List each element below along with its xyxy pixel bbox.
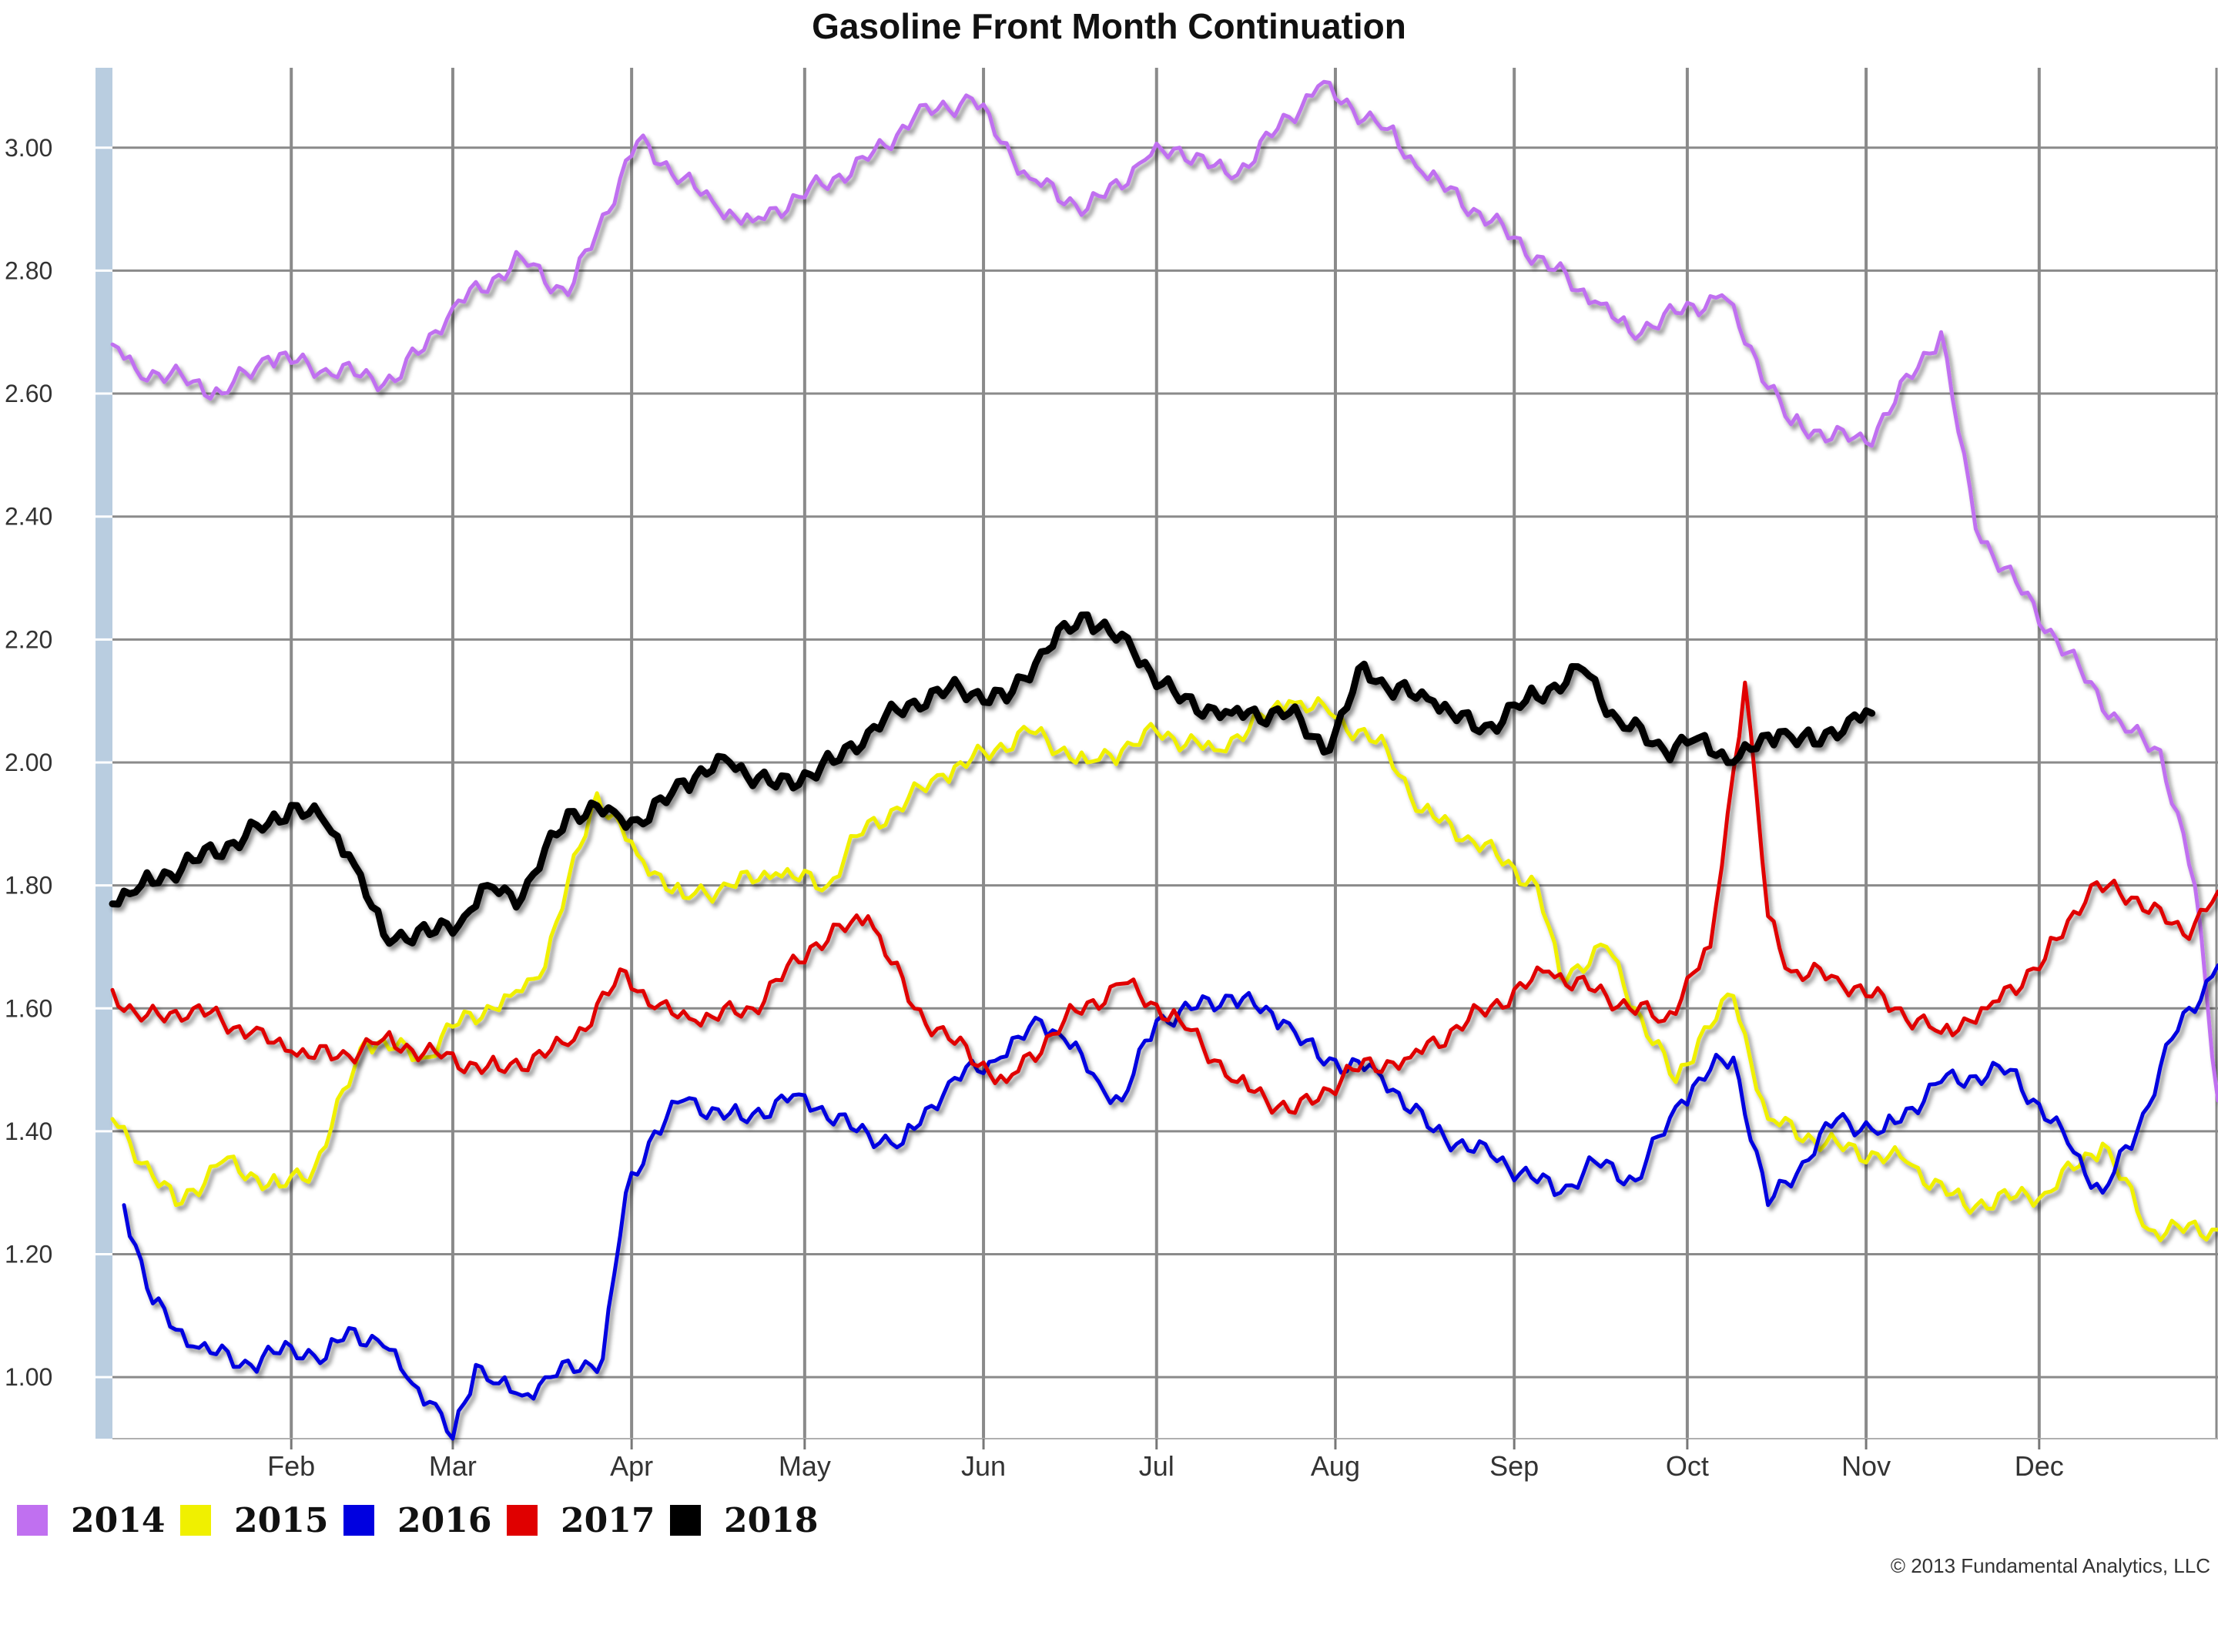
y-tick-label: 2.40 [5, 503, 52, 531]
x-tick-label: Nov [1841, 1450, 1891, 1482]
legend-label-2014: 2014 [71, 1501, 165, 1540]
x-tick-label: Jul [1139, 1450, 1174, 1482]
legend-label-2018: 2018 [724, 1501, 818, 1540]
legend-label-2016: 2016 [397, 1501, 491, 1540]
series-line-2016 [122, 963, 2218, 1441]
chart-title: Gasoline Front Month Continuation [812, 6, 1406, 46]
legend-swatch-2017 [507, 1505, 538, 1536]
x-tick-label: Mar [429, 1450, 477, 1482]
y-tick-label: 2.00 [5, 749, 52, 776]
y-tick-label: 2.20 [5, 625, 52, 653]
x-tick-label: Aug [1311, 1450, 1360, 1482]
y-tick-label: 1.40 [5, 1118, 52, 1145]
series-layer [109, 79, 2218, 1441]
x-tick-label: Feb [267, 1450, 315, 1482]
series-line-2018 [109, 611, 1876, 947]
y-tick-label: 1.60 [5, 994, 52, 1022]
y-tick-label: 1.20 [5, 1241, 52, 1268]
y-tick-label: 2.80 [5, 256, 52, 284]
y-axis-ticks: 1.00 1.20 1.40 1.60 1.80 2.00 2.20 2.40 2.60 2.80… [5, 134, 112, 1391]
y-axis-bar [95, 68, 112, 1439]
x-tick-label: Sep [1489, 1450, 1539, 1482]
grid-lines [112, 68, 2218, 1439]
legend-label-2015: 2015 [234, 1501, 328, 1540]
x-tick-label: Dec [2015, 1450, 2064, 1482]
series-line-2014 [110, 79, 2218, 1103]
series-line-2015 [110, 696, 2218, 1242]
chart-credit: © 2013 Fundamental Analytics, LLC [1891, 1554, 2210, 1577]
x-tick-label: May [779, 1450, 831, 1482]
chart-legend: 2014 2015 2016 2017 2018 [17, 1501, 818, 1540]
x-tick-label: Oct [1666, 1450, 1709, 1482]
legend-label-2017: 2017 [561, 1501, 655, 1540]
x-tick-label: Apr [610, 1450, 653, 1482]
y-tick-label: 2.60 [5, 380, 52, 407]
y-tick-label: 1.80 [5, 872, 52, 900]
y-tick-label: 3.00 [5, 134, 52, 162]
legend-swatch-2014 [17, 1505, 48, 1536]
series-line-2017 [110, 680, 2218, 1115]
legend-swatch-2015 [180, 1505, 211, 1536]
legend-swatch-2018 [670, 1505, 701, 1536]
x-tick-label: Jun [961, 1450, 1006, 1482]
y-tick-label: 1.00 [5, 1363, 52, 1391]
legend-swatch-2016 [343, 1505, 374, 1536]
x-axis-ticks: Feb Mar Apr May Jun Jul Aug Sep Oct Nov Dec [267, 1439, 2064, 1482]
